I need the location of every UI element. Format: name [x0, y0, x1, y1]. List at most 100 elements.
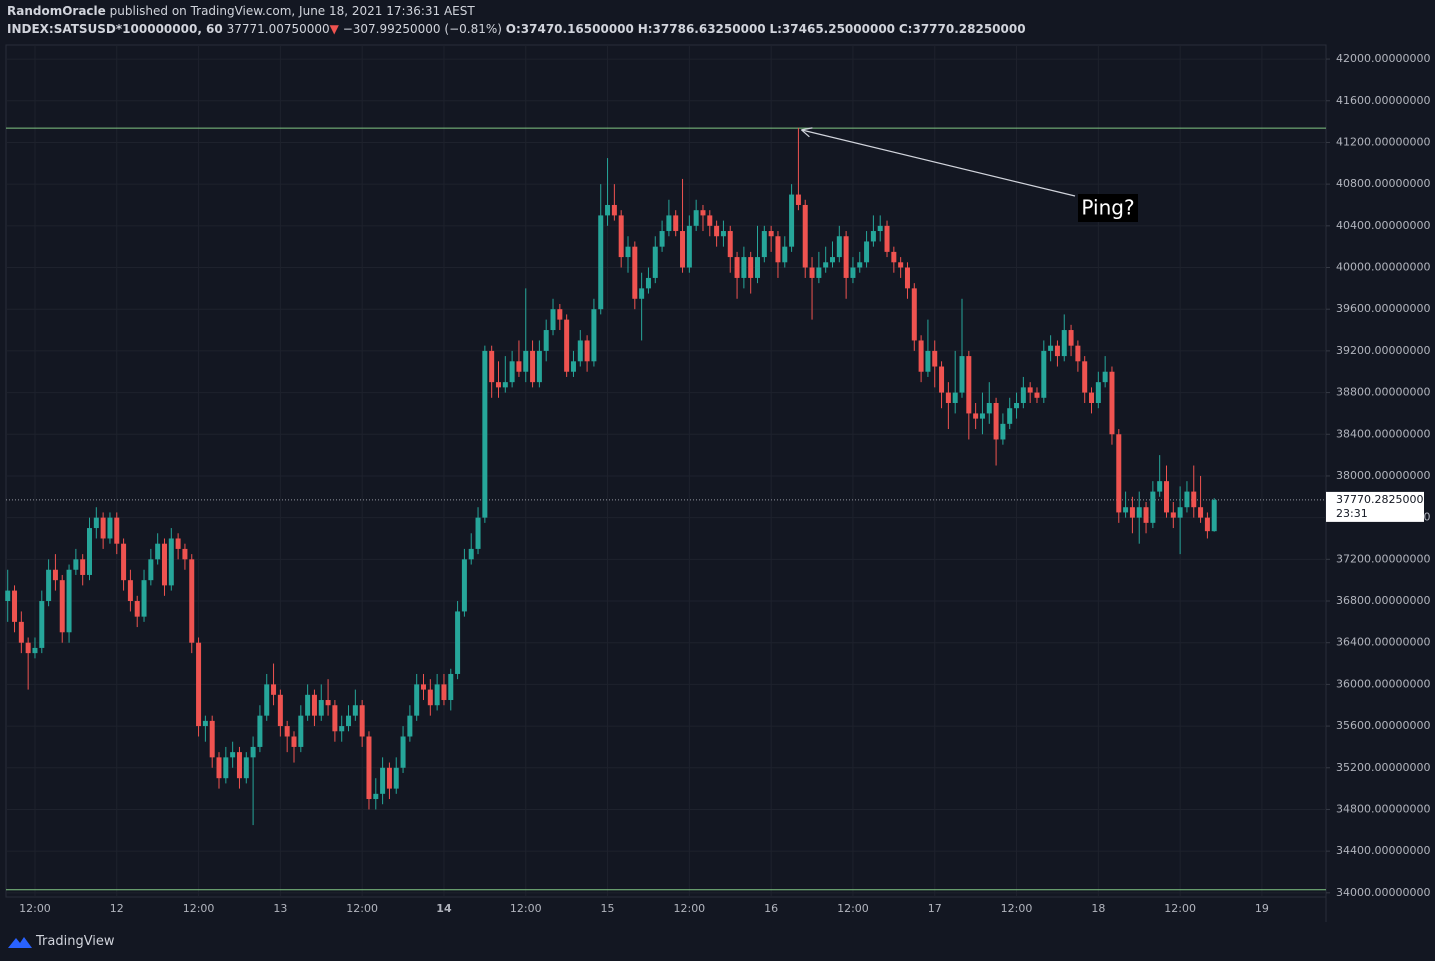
candle-body	[516, 361, 522, 372]
candle-body	[734, 257, 740, 278]
candle-body	[46, 569, 52, 602]
y-tick-label: 40000.00000000	[1336, 261, 1430, 274]
candle-body	[196, 642, 202, 727]
candle-body	[475, 517, 481, 549]
candle-body	[1204, 517, 1210, 532]
candle-body	[414, 684, 420, 716]
candle-body	[400, 736, 406, 768]
y-tick-label: 38000.00000000	[1336, 469, 1430, 482]
candle-body	[864, 241, 870, 263]
candle-body	[1198, 507, 1204, 518]
candle-body	[236, 752, 242, 779]
candle-body	[114, 517, 120, 544]
candle-body	[332, 705, 338, 732]
published: published on TradingView.com, June 18, 2…	[109, 4, 475, 18]
candle-body	[741, 257, 747, 278]
candle-body	[973, 413, 979, 419]
candle-body	[918, 340, 924, 372]
candle-body	[795, 194, 801, 205]
x-tick-label: 12:00	[837, 902, 869, 915]
candle-body	[243, 757, 249, 779]
candle-body	[230, 752, 236, 758]
candle-body	[904, 267, 910, 289]
candle-body	[700, 210, 706, 216]
candle-body	[932, 350, 938, 367]
candle-body	[993, 402, 999, 440]
candle-body	[884, 225, 890, 252]
candle-body	[870, 231, 876, 242]
candle-body	[714, 225, 720, 237]
candle-body	[148, 559, 154, 581]
last-price-label: 37770.28250000	[1336, 493, 1430, 506]
candle-body	[352, 705, 358, 716]
candle-body	[107, 517, 113, 539]
y-tick-label: 34400.00000000	[1336, 844, 1430, 857]
plot-frame	[5, 44, 1327, 898]
candle-body	[393, 767, 399, 789]
candle-body	[605, 204, 611, 216]
candle-body	[182, 548, 188, 560]
candle-body	[557, 309, 563, 320]
candle-body	[339, 726, 345, 732]
x-tick-label: 12:00	[1001, 902, 1033, 915]
candle-body	[291, 736, 297, 747]
candle-body	[52, 569, 58, 581]
candle-body	[591, 309, 597, 362]
y-tick-label: 35600.00000000	[1336, 719, 1430, 732]
brand[interactable]: TradingView	[8, 934, 115, 949]
candle-body	[264, 684, 270, 716]
candle-body	[32, 647, 38, 654]
candle-body	[216, 757, 222, 779]
candle-body	[202, 720, 208, 727]
candle-body	[1109, 371, 1115, 435]
candle-body	[284, 726, 290, 737]
candle-body	[1054, 345, 1060, 357]
y-tick-label: 38800.00000000	[1336, 386, 1430, 399]
candle-body	[720, 231, 726, 237]
candle-body	[87, 528, 93, 575]
last: 37771.00750000	[226, 22, 330, 36]
candle-body	[1184, 491, 1190, 508]
candle-body	[829, 257, 835, 263]
candle-body	[39, 601, 45, 648]
candle-body	[468, 548, 474, 560]
candle-body	[693, 210, 699, 226]
candle-body	[73, 559, 79, 570]
candle-body	[5, 590, 11, 602]
candle-body	[325, 700, 331, 706]
candle-body	[1082, 361, 1088, 393]
candle-body	[189, 559, 195, 643]
candle-body	[686, 225, 692, 268]
candle-body	[652, 246, 658, 278]
candle-body	[311, 694, 317, 716]
candle-body	[945, 392, 951, 403]
legend-line: INDEX:SATSUSD*100000000, 60 37771.007500…	[7, 22, 1026, 36]
x-tick-label: 12	[110, 902, 124, 915]
candle-body	[1068, 330, 1074, 346]
y-tick-label: 36400.00000000	[1336, 636, 1430, 649]
candle-body	[175, 538, 181, 549]
c: C:37770.28250000	[898, 22, 1026, 36]
candle-body	[707, 215, 713, 226]
candle-body	[1061, 330, 1067, 357]
y-tick-label: 40800.00000000	[1336, 177, 1430, 190]
author[interactable]: RandomOracle	[7, 4, 106, 18]
y-tick-label: 39600.00000000	[1336, 302, 1430, 315]
candle-body	[979, 413, 985, 419]
candle-body	[1007, 408, 1013, 424]
candle-body	[748, 257, 754, 278]
x-tick-label: 12:00	[673, 902, 705, 915]
x-tick-label: 15	[601, 902, 615, 915]
candle-body	[1095, 382, 1101, 403]
candle-body	[66, 569, 72, 633]
candle-body	[843, 236, 849, 278]
candle-body	[789, 194, 795, 247]
candle-body	[836, 236, 842, 258]
o: O:37470.16500000	[505, 22, 634, 36]
h: H:37786.63250000	[637, 22, 766, 36]
x-tick-label: 18	[1091, 902, 1105, 915]
candle-body	[223, 757, 229, 779]
candle-body	[100, 517, 106, 539]
candle-body	[421, 684, 427, 690]
candle-body	[1000, 423, 1006, 440]
